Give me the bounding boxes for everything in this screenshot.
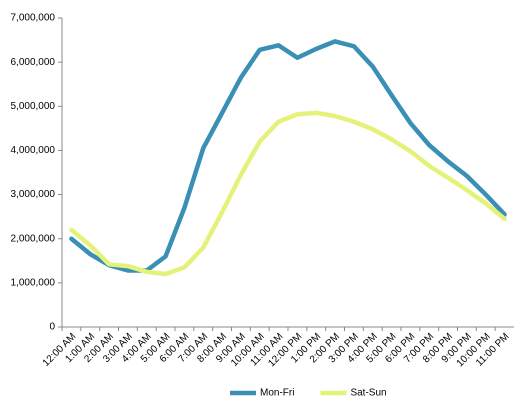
y-tick-label: 1,000,000 [11,277,56,288]
y-tick-label: 5,000,000 [11,101,56,112]
y-tick-label: 3,000,000 [11,189,56,200]
y-tick-label: 0 [49,322,55,333]
y-tick-label: 4,000,000 [11,145,56,156]
legend-label: Sat-Sun [350,388,386,399]
series-line [69,39,507,273]
legend-label: Mon-Fri [260,388,294,399]
series-line [69,110,507,277]
y-tick-label: 2,000,000 [11,233,56,244]
y-tick-label: 7,000,000 [11,13,56,24]
y-tick-label: 6,000,000 [11,57,56,68]
